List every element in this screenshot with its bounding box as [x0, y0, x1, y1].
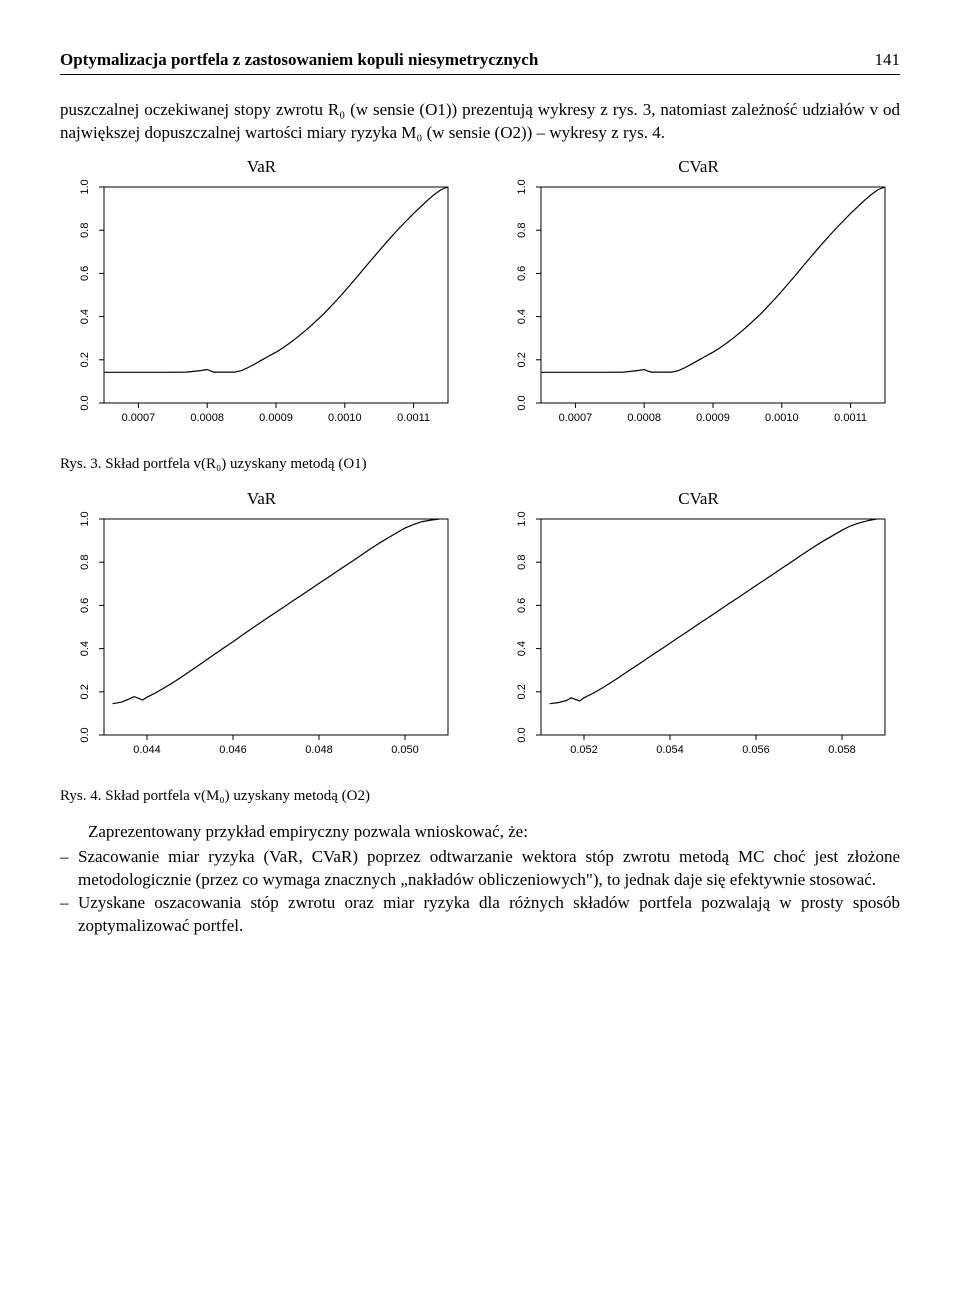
page-header: Optymalizacja portfela z zastosowaniem k…: [60, 50, 900, 75]
svg-text:0.2: 0.2: [79, 352, 91, 367]
svg-text:0.6: 0.6: [516, 266, 528, 281]
svg-text:1.0: 1.0: [516, 511, 528, 526]
paragraph-conclusion-lead: Zaprezentowany przykład empiryczny pozwa…: [60, 821, 900, 844]
fig3-cvar-chart: 0.0007 0.0008 0.0009 0.0010 0.0011 0.0 0.2 0.4 0…: [497, 179, 897, 439]
svg-text:0.2: 0.2: [516, 352, 528, 367]
svg-text:0.8: 0.8: [79, 222, 91, 237]
svg-text:0.0011: 0.0011: [397, 412, 430, 424]
svg-text:0.0010: 0.0010: [765, 412, 799, 424]
dash-icon: –: [60, 846, 78, 892]
svg-text:0.2: 0.2: [79, 684, 91, 699]
svg-text:1.0: 1.0: [79, 179, 91, 194]
fig3-var-cell: VaR 0.0007 0.0008 0.0009 0.0010 0.0011 0.0 0.2…: [60, 157, 463, 444]
paragraph-intro: puszczalnej oczekiwanej stopy zwrotu R₀ …: [60, 99, 900, 145]
svg-text:0.8: 0.8: [516, 554, 528, 569]
fig4-cvar-title: CVaR: [497, 489, 900, 509]
fig4-caption: Rys. 4. Skład portfela v(M₀) uzyskany me…: [60, 788, 900, 805]
fig3-var-title: VaR: [60, 157, 463, 177]
svg-text:0.0: 0.0: [516, 395, 528, 410]
svg-text:0.054: 0.054: [656, 744, 684, 756]
fig4-var-title: VaR: [60, 489, 463, 509]
fig3-cvar-cell: CVaR 0.00070.00080.00090.00100.00110.00.…: [497, 157, 900, 444]
svg-text:0.0011: 0.0011: [834, 412, 867, 424]
bullet-1-text: Szacowanie miar ryzyka (VaR, CVaR) poprz…: [78, 846, 900, 892]
svg-text:0.8: 0.8: [516, 222, 528, 237]
svg-text:0.050: 0.050: [391, 744, 419, 756]
svg-text:0.4: 0.4: [79, 641, 91, 656]
svg-text:0.0007: 0.0007: [559, 412, 593, 424]
svg-text:0.0009: 0.0009: [696, 412, 730, 424]
svg-text:0.0010: 0.0010: [328, 412, 362, 424]
svg-text:0.0008: 0.0008: [627, 412, 661, 424]
dash-icon: –: [60, 892, 78, 938]
svg-text:0.058: 0.058: [828, 744, 856, 756]
svg-text:0.0: 0.0: [516, 727, 528, 742]
svg-text:0.046: 0.046: [219, 744, 247, 756]
fig3-cvar-title: CVaR: [497, 157, 900, 177]
svg-text:0.4: 0.4: [516, 641, 528, 656]
bullet-2-text: Uzyskane oszacowania stóp zwrotu oraz mi…: [78, 892, 900, 938]
svg-text:0.6: 0.6: [79, 266, 91, 281]
fig4-cvar-chart: 0.052 0.054 0.056 0.058 0.0 0.2 0.4 0.6 0.8 1.0: [497, 511, 897, 771]
fig4-var-chart: 0.044 0.046 0.048 0.050 0.0 0.2 0.4 0.6 0.8 1.0: [60, 511, 460, 771]
svg-text:0.056: 0.056: [742, 744, 770, 756]
svg-text:1.0: 1.0: [516, 179, 528, 194]
fig3-caption: Rys. 3. Skład portfela v(R₀) uzyskany me…: [60, 456, 900, 473]
svg-text:0.6: 0.6: [79, 598, 91, 613]
svg-text:0.044: 0.044: [133, 744, 161, 756]
svg-text:0.4: 0.4: [516, 309, 528, 324]
bullet-1: – Szacowanie miar ryzyka (VaR, CVaR) pop…: [60, 846, 900, 892]
svg-text:0.052: 0.052: [570, 744, 598, 756]
figure-3-row: VaR 0.0007 0.0008 0.0009 0.0010 0.0011 0.0 0.2…: [60, 157, 900, 444]
svg-text:0.6: 0.6: [516, 598, 528, 613]
svg-text:0.0: 0.0: [79, 395, 91, 410]
svg-text:0.048: 0.048: [305, 744, 333, 756]
fig3-var-chart: 0.0007 0.0008 0.0009 0.0010 0.0011 0.0 0.2 0.4 0…: [60, 179, 460, 439]
svg-text:0.0008: 0.0008: [190, 412, 224, 424]
svg-text:0.0009: 0.0009: [259, 412, 293, 424]
svg-text:0.0: 0.0: [79, 727, 91, 742]
svg-text:0.4: 0.4: [79, 309, 91, 324]
page-number: 141: [875, 50, 901, 70]
svg-text:1.0: 1.0: [79, 511, 91, 526]
bullet-2: – Uzyskane oszacowania stóp zwrotu oraz …: [60, 892, 900, 938]
fig4-var-cell: VaR 0.044 0.046 0.048 0.050 0.0 0.2 0.4 0.6 0.8 1…: [60, 489, 463, 776]
figure-4-row: VaR 0.044 0.046 0.048 0.050 0.0 0.2 0.4 0.6 0.8 1…: [60, 489, 900, 776]
fig4-cvar-cell: CVaR 0.052 0.054 0.056 0.058 0.0 0.2 0.4 0.6 0.8…: [497, 489, 900, 776]
svg-text:0.2: 0.2: [516, 684, 528, 699]
svg-text:0.8: 0.8: [79, 554, 91, 569]
header-title: Optymalizacja portfela z zastosowaniem k…: [60, 50, 538, 70]
svg-text:0.0007: 0.0007: [122, 412, 156, 424]
